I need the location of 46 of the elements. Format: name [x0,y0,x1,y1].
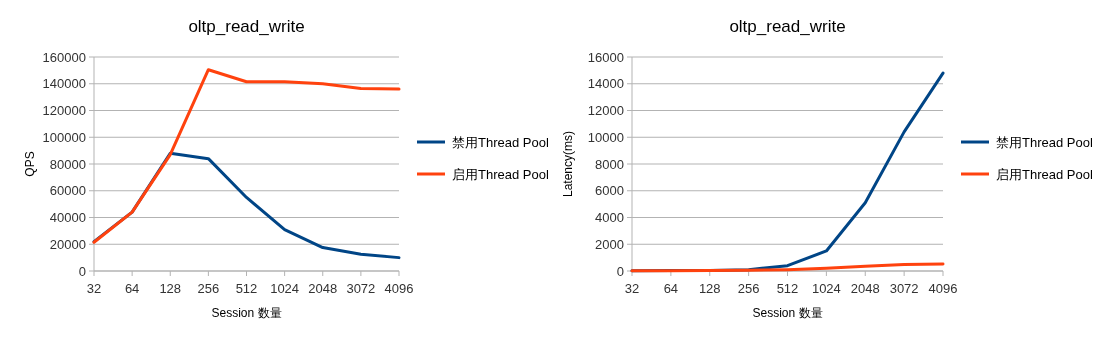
x-tick-label: 512 [235,281,258,296]
x-tick-label: 64 [124,281,140,296]
x-tick-label: 128 [159,281,182,296]
chart-title: oltp_read_write [188,17,305,36]
x-tick-label: 3072 [346,281,376,296]
x-tick-label: 3072 [889,281,919,296]
y-tick-label: 140000 [42,76,86,92]
chart-title: oltp_read_write [729,17,846,36]
y-tick-label: 40000 [49,210,86,225]
x-tick-label: 1024 [811,281,841,296]
y-tick-label: 16000 [587,49,624,65]
x-tick-label: 32 [86,281,102,296]
x-axis-title: Session 数量 [211,306,282,320]
y-tick-label: 2000 [595,236,624,252]
x-tick-label: 512 [776,281,799,296]
x-tick-label: 128 [698,281,721,296]
y-tick-label: 0 [616,263,624,279]
x-axis-title: Session 数量 [752,306,823,320]
y-tick-label: 160000 [42,49,86,65]
x-tick-label: 1024 [270,281,300,296]
legend-label: 禁用Thread Pool [996,134,1093,150]
y-tick-label: 6000 [595,183,624,199]
y-tick-label: 80000 [49,156,86,172]
x-tick-label: 4096 [384,281,414,296]
y-tick-label: 100000 [42,129,86,145]
legend-label: 启用Thread Pool [996,166,1093,182]
y-tick-label: 14000 [587,76,624,92]
y-tick-label: 8000 [595,156,624,172]
y-axis-title: QPS [23,151,37,177]
y-tick-label: 4000 [595,210,624,225]
legend-label: 禁用Thread Pool [452,134,549,150]
y-tick-label: 120000 [42,103,86,118]
y-axis-title: Latency(ms) [561,130,575,198]
x-tick-label: 256 [737,281,760,296]
y-tick-label: 60000 [49,183,86,199]
x-tick-label: 256 [197,281,220,296]
y-tick-label: 0 [78,263,86,279]
x-tick-label: 2048 [850,281,880,296]
y-tick-label: 10000 [587,129,624,145]
y-tick-label: 12000 [587,103,624,118]
x-tick-label: 32 [624,281,640,296]
x-tick-label: 4096 [928,281,958,296]
x-tick-label: 2048 [308,281,338,296]
y-tick-label: 20000 [49,236,86,252]
legend-label: 启用Thread Pool [452,166,549,182]
x-tick-label: 64 [663,281,679,296]
